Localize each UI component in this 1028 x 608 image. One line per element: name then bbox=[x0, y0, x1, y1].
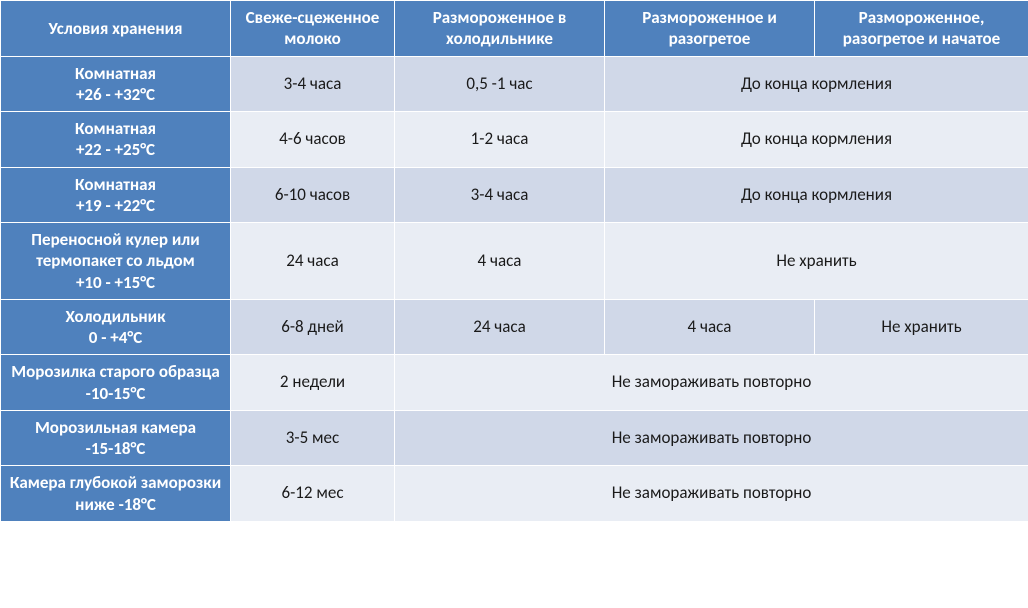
row-header: Холодильник0 - +4°С bbox=[1, 299, 231, 355]
storage-table: Условия хранения Свеже-сцеженное молоко … bbox=[0, 0, 1028, 522]
col-header: Размороженное в холодильнике bbox=[395, 1, 605, 57]
col-header: Размороженное, разогретое и начатое bbox=[815, 1, 1028, 57]
row-header: Комнатная+26 - +32°С bbox=[1, 56, 231, 112]
table-cell: Не хранить bbox=[605, 223, 1028, 300]
table-cell: Не замораживать повторно bbox=[395, 466, 1028, 522]
header-row: Условия хранения Свеже-сцеженное молоко … bbox=[1, 1, 1028, 57]
table-cell: 4-6 часов bbox=[231, 112, 395, 168]
table-cell: Не хранить bbox=[815, 299, 1028, 355]
table-cell: 1-2 часа bbox=[395, 112, 605, 168]
col-header: Свеже-сцеженное молоко bbox=[231, 1, 395, 57]
table-cell: Не замораживать повторно bbox=[395, 410, 1028, 466]
table-cell: Не замораживать повторно bbox=[395, 355, 1028, 411]
row-header: Комнатная+22 - +25°С bbox=[1, 112, 231, 168]
table-cell: 0,5 -1 час bbox=[395, 56, 605, 112]
table-cell: 3-5 мес bbox=[231, 410, 395, 466]
table-cell: 6-8 дней bbox=[231, 299, 395, 355]
row-header: Переносной кулер или термопакет со льдом… bbox=[1, 223, 231, 300]
table-cell: 4 часа bbox=[395, 223, 605, 300]
table-row: Переносной кулер или термопакет со льдом… bbox=[1, 223, 1028, 300]
table-row: Комнатная+22 - +25°С4-6 часов1-2 часаДо … bbox=[1, 112, 1028, 168]
col-header: Условия хранения bbox=[1, 1, 231, 57]
table-cell: 3-4 часа bbox=[231, 56, 395, 112]
table-row: Морозилка старого образца-10-15°С2 недел… bbox=[1, 355, 1028, 411]
table-cell: 2 недели bbox=[231, 355, 395, 411]
table-cell: 3-4 часа bbox=[395, 167, 605, 223]
row-header: Морозилка старого образца-10-15°С bbox=[1, 355, 231, 411]
row-header: Морозильная камера-15-18°С bbox=[1, 410, 231, 466]
table-cell: 6-12 мес bbox=[231, 466, 395, 522]
table-row: Камера глубокой заморозкиниже -18°С6-12 … bbox=[1, 466, 1028, 522]
table-cell: До конца кормления bbox=[605, 112, 1028, 168]
table-cell: 24 часа bbox=[231, 223, 395, 300]
table-row: Комнатная+19 - +22°С6-10 часов3-4 часаДо… bbox=[1, 167, 1028, 223]
col-header: Размороженное и разогретое bbox=[605, 1, 815, 57]
table-row: Морозильная камера-15-18°С3-5 месНе замо… bbox=[1, 410, 1028, 466]
table-row: Комнатная+26 - +32°С3-4 часа0,5 -1 часДо… bbox=[1, 56, 1028, 112]
row-header: Камера глубокой заморозкиниже -18°С bbox=[1, 466, 231, 522]
table-row: Холодильник0 - +4°С6-8 дней24 часа4 часа… bbox=[1, 299, 1028, 355]
table-cell: 4 часа bbox=[605, 299, 815, 355]
table-cell: 24 часа bbox=[395, 299, 605, 355]
table-cell: До конца кормления bbox=[605, 167, 1028, 223]
table-cell: До конца кормления bbox=[605, 56, 1028, 112]
row-header: Комнатная+19 - +22°С bbox=[1, 167, 231, 223]
table-cell: 6-10 часов bbox=[231, 167, 395, 223]
